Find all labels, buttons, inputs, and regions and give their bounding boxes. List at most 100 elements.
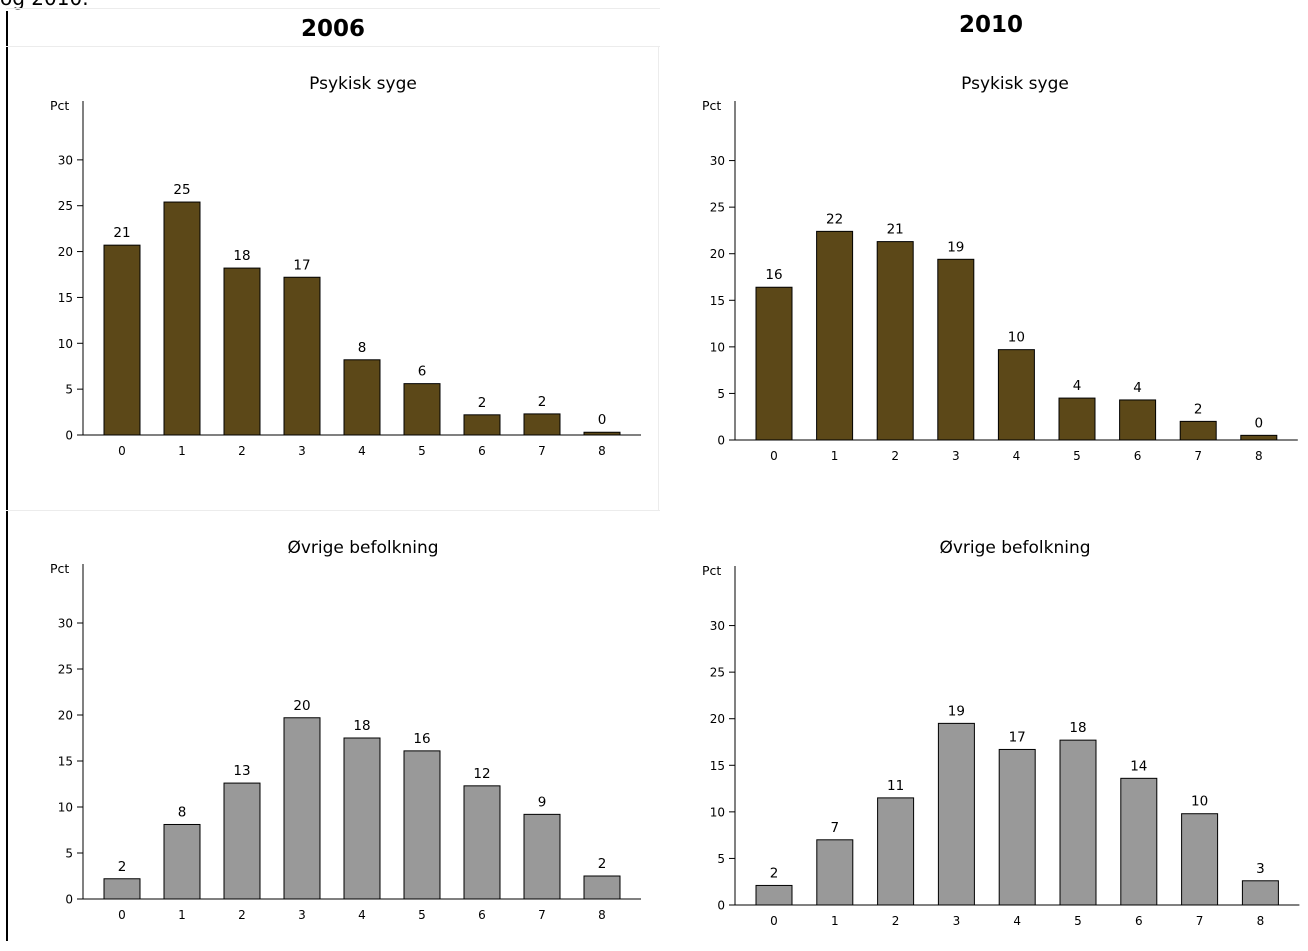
chart-svg: Øvrige befolkningPct05101520253020811322… [50, 538, 641, 922]
bar [1241, 880, 1279, 906]
y-tick-label: 25 [58, 663, 73, 677]
x-tick-label: 8 [1257, 914, 1265, 928]
bar [223, 267, 261, 436]
y-axis-label: Pct [702, 98, 721, 113]
x-tick-label: 6 [478, 908, 486, 922]
x-tick-label: 8 [598, 908, 606, 922]
x-tick-label: 1 [178, 444, 186, 458]
y-tick-label: 0 [65, 429, 73, 443]
x-tick-label: 6 [1135, 914, 1143, 928]
data-label: 19 [948, 703, 965, 719]
data-label: 2 [1194, 401, 1203, 417]
data-label: 20 [293, 698, 310, 714]
x-tick-label: 2 [238, 908, 246, 922]
x-tick-label: 3 [953, 914, 961, 928]
bar [343, 359, 381, 436]
data-label: 2 [118, 859, 127, 875]
column-heading-2006: 2006 [300, 16, 365, 42]
bar [463, 414, 501, 436]
y-tick-label: 10 [58, 801, 73, 815]
x-tick-label: 2 [891, 449, 899, 463]
y-tick-label: 5 [65, 383, 73, 397]
bar [403, 750, 441, 900]
bar [223, 782, 261, 900]
chart-title: Psykisk syge [309, 74, 417, 94]
data-label: 22 [826, 211, 843, 227]
bar [816, 839, 854, 906]
data-label: 9 [538, 794, 547, 810]
bar [583, 875, 621, 900]
bar [816, 230, 854, 441]
y-axis-label: Pct [702, 563, 721, 578]
y-tick-label: 15 [710, 759, 725, 773]
bar [163, 823, 201, 900]
bar [283, 717, 321, 900]
x-tick-label: 4 [1013, 914, 1021, 928]
chart-2006-psykisk-syge: Psykisk syge Pct 0 5 10 15 20 25 30 21 0 25 1 18 2 17 3 8… [0, 47, 650, 487]
y-tick-label: 10 [710, 805, 725, 819]
data-label: 14 [1130, 758, 1147, 774]
column-heading-2010: 2010 [958, 12, 1023, 38]
frame-line-middle [6, 510, 660, 511]
x-tick-label: 1 [831, 914, 839, 928]
chart-2010-ovrige-befolkning: Øvrige befolkning Pct 0 5 10 15 20 25 30 2 0 7 1 11 2 1… [652, 511, 1302, 951]
data-label: 7 [831, 820, 840, 836]
y-tick-label: 25 [710, 201, 725, 215]
y-tick-label: 30 [710, 154, 725, 168]
data-label: 21 [887, 222, 904, 238]
data-label: 25 [173, 182, 190, 198]
data-label: 10 [1008, 330, 1025, 346]
bar [523, 813, 561, 900]
x-tick-label: 8 [1255, 449, 1263, 463]
x-tick-label: 3 [298, 444, 306, 458]
y-tick-label: 20 [710, 712, 725, 726]
data-label: 4 [1073, 378, 1082, 394]
y-tick-label: 10 [58, 337, 73, 351]
x-tick-label: 4 [1013, 449, 1021, 463]
y-tick-label: 30 [58, 153, 73, 167]
bar [937, 258, 975, 441]
y-tick-label: 0 [717, 434, 725, 448]
bar [403, 383, 441, 436]
bar [1120, 777, 1158, 906]
x-tick-label: 7 [538, 444, 546, 458]
chart-title: Øvrige befolkning [287, 538, 438, 558]
y-tick-label: 15 [710, 294, 725, 308]
y-tick-label: 20 [710, 247, 725, 261]
bar [876, 241, 914, 441]
x-tick-label: 6 [1134, 449, 1142, 463]
data-label: 17 [293, 257, 310, 273]
frame-line-header [6, 46, 660, 47]
y-tick-label: 15 [58, 291, 73, 305]
bar [1179, 420, 1217, 441]
bar [755, 884, 793, 906]
data-label: 18 [233, 248, 250, 264]
bar [877, 797, 915, 906]
y-tick-label: 30 [58, 617, 73, 631]
x-tick-label: 0 [118, 444, 126, 458]
bar [523, 413, 561, 436]
x-tick-label: 2 [238, 444, 246, 458]
x-tick-label: 1 [178, 908, 186, 922]
chart-2006-ovrige-befolkning: Øvrige befolkning Pct 0 5 10 15 20 25 30 2 0 8 1 13 2 2… [0, 511, 650, 951]
margin-rule [6, 11, 8, 941]
data-label: 11 [887, 778, 904, 794]
data-label: 0 [598, 412, 607, 428]
data-label: 16 [413, 731, 430, 747]
data-label: 3 [1256, 861, 1265, 877]
chart-2010-psykisk-syge: Psykisk syge Pct 0 5 10 15 20 25 30 16 0 22 1 21 2 19 3 1… [652, 47, 1302, 487]
bar [1058, 397, 1096, 441]
x-tick-label: 7 [1194, 449, 1202, 463]
y-tick-label: 30 [710, 619, 725, 633]
data-label: 12 [473, 766, 490, 782]
data-label: 18 [353, 718, 370, 734]
x-tick-label: 7 [538, 908, 546, 922]
chart-title: Øvrige befolkning [939, 538, 1090, 558]
data-label: 21 [113, 225, 130, 241]
chart-svg: Psykisk sygePct0510152025301602212121931… [702, 74, 1298, 463]
x-tick-label: 0 [770, 449, 778, 463]
bar [997, 349, 1035, 441]
data-label: 8 [358, 340, 367, 356]
frame-line-right [658, 46, 659, 511]
frame-line-top [6, 8, 660, 9]
